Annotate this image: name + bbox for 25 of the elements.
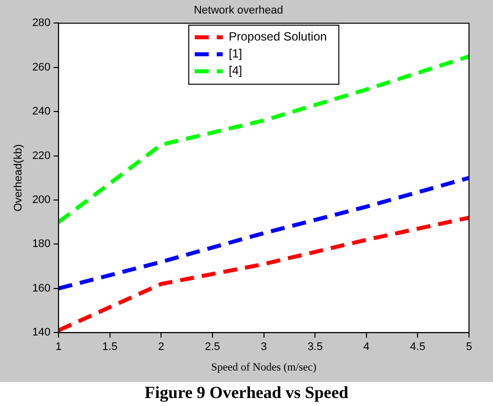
y-tick-label: 180 — [32, 238, 51, 250]
y-tick-label: 160 — [32, 282, 51, 294]
y-tick-label: 220 — [32, 150, 51, 162]
x-tick-label: 1.5 — [102, 341, 118, 354]
y-tick-label: 200 — [32, 194, 51, 206]
caption: Figure 9 Overhead vs Speed — [144, 382, 350, 404]
y-tick-label: 140 — [32, 326, 51, 339]
x-tick-label: 2 — [158, 341, 164, 354]
legend-label: [4] — [228, 64, 242, 78]
x-tick-label: 2.5 — [204, 341, 220, 354]
chart-title: Network overhead — [194, 4, 284, 17]
x-axis-title: Speed of Nodes (m/sec) — [211, 361, 317, 374]
legend-label: [1] — [228, 46, 242, 61]
x-tick-label: 4 — [363, 341, 370, 354]
x-tick-label: 5 — [466, 341, 472, 354]
x-tick-label: 1 — [55, 341, 62, 354]
legend-label: Proposed Solution — [228, 30, 327, 44]
x-tick-label: 3 — [260, 341, 267, 354]
y-tick-label: 280 — [32, 17, 51, 30]
x-tick-label: 4.5 — [410, 341, 426, 354]
y-tick-label: 240 — [32, 106, 51, 118]
x-tick-label: 3.5 — [307, 341, 323, 354]
y-tick-label: 260 — [32, 61, 51, 74]
line-series — [58, 176, 469, 290]
y-axis-title: Overhead(kb) — [12, 144, 25, 212]
